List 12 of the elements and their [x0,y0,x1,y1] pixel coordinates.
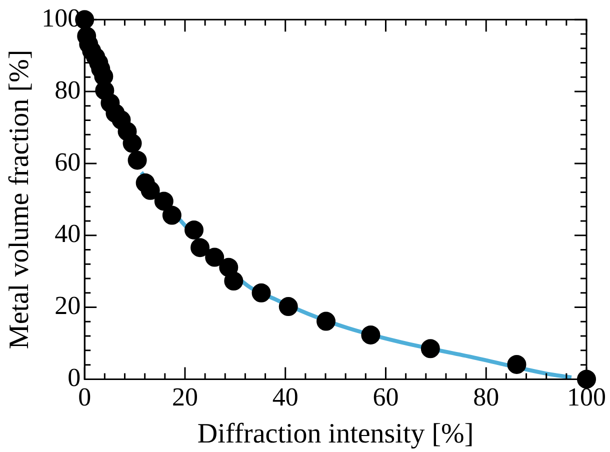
x-tick-label: 20 [172,382,198,412]
y-tick-label: 20 [54,291,81,320]
x-tick-label: 100 [567,382,606,412]
y-tick-label: 40 [54,219,81,248]
x-tick-label: 60 [372,382,399,412]
y-tick-label: 60 [54,147,81,176]
x-tick-label: 40 [272,382,298,412]
x-axis-title: Diffraction intensity [%] [197,418,474,450]
y-tick-label: 0 [68,363,81,392]
y-axis-title: Metal volume fraction [%] [4,50,36,350]
x-tick-label: 80 [473,382,500,412]
y-tick-label: 80 [54,75,81,104]
